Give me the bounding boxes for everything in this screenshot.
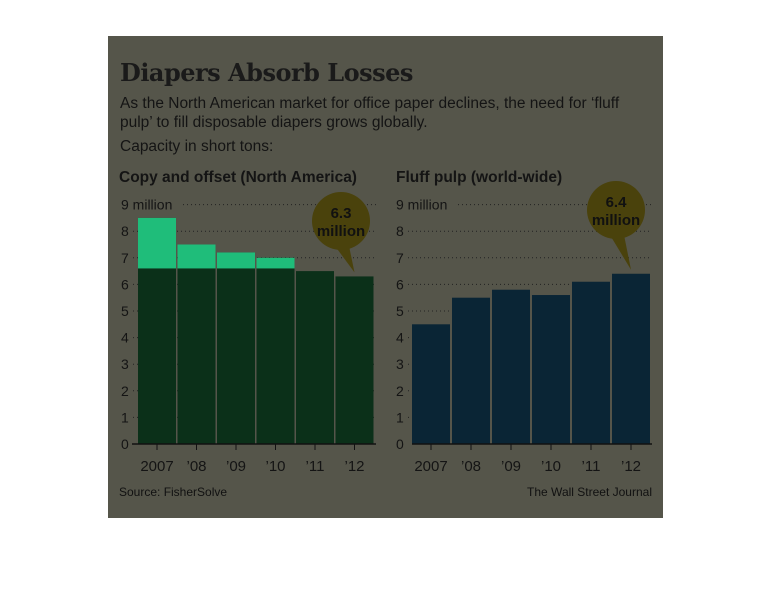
right-x-tick-label: 2007 [414, 458, 447, 475]
left-x-tick-label: ’11 [306, 458, 325, 475]
right-y-tick-label: 6 [396, 276, 404, 292]
source-note: Source: FisherSolve [119, 485, 228, 499]
right-x-tick-label: ’10 [541, 458, 561, 475]
left-callout-unit: million [317, 223, 365, 240]
left-y-tick-label: 8 [121, 223, 129, 239]
right-x-tick-label: ’09 [501, 458, 521, 475]
right-y-tick-label: 1 [396, 409, 404, 425]
right-y-tick-label: 7 [396, 250, 404, 266]
left-y-tick-label: 0 [121, 436, 129, 452]
left-callout-bubble [312, 192, 370, 250]
credit-note: The Wall Street Journal [527, 485, 652, 499]
right-callout-unit: million [592, 212, 640, 229]
left-bar-highlight [177, 244, 216, 269]
left-y-tick-label: 4 [121, 330, 129, 346]
right-bar [412, 324, 450, 444]
right-x-tick-label: ’11 [582, 458, 601, 475]
left-y-tick-label: 3 [121, 356, 129, 372]
right-y-tick-label: 4 [396, 330, 404, 346]
chart-subtitle: As the North American market for office … [120, 95, 620, 131]
right-x-tick-label: ’08 [461, 458, 481, 475]
right-callout-value: 6.4 [606, 194, 628, 211]
left-y-tick-label: 2 [121, 383, 129, 399]
left-callout-value: 6.3 [331, 205, 352, 222]
left-bar-chart: 2007 ’08 ’09 ’10 ’11 ’12 0 1 2 3 4 5 6 7 8 9 million 6.3… [121, 192, 376, 475]
right-y-tick-label: 2 [396, 383, 404, 399]
left-y-tick-label: 7 [121, 250, 129, 266]
right-y-tick-label: 5 [396, 303, 404, 319]
left-bar [177, 244, 216, 444]
left-y-tick-label: 9 million [121, 197, 172, 213]
left-bar [296, 271, 334, 444]
right-y-tick-label: 9 million [396, 197, 447, 213]
right-callout-pointer [610, 235, 631, 270]
right-y-tick-label: 8 [396, 223, 404, 239]
left-bar-highlight [256, 257, 295, 269]
left-chart-title: Copy and offset (North America) [119, 169, 357, 186]
right-y-tick-label: 3 [396, 356, 404, 372]
right-x-tick-label: ’12 [621, 458, 641, 475]
left-x-tick-label: ’10 [265, 458, 285, 475]
left-callout-pointer [335, 246, 355, 273]
right-callout-bubble [587, 181, 645, 239]
left-bar-highlight [138, 217, 176, 269]
right-chart-title: Fluff pulp (world-wide) [396, 169, 563, 186]
left-x-tick-label: 2007 [140, 458, 173, 475]
left-x-tick-label: ’09 [226, 458, 246, 475]
right-y-tick-label: 0 [396, 436, 404, 452]
right-bar [572, 281, 610, 444]
left-y-tick-label: 6 [121, 276, 129, 292]
left-y-tick-label: 5 [121, 303, 129, 319]
capacity-note: Capacity in short tons: [120, 138, 274, 155]
right-bar [452, 297, 490, 444]
left-x-tick-label: ’12 [344, 458, 364, 475]
right-bar [492, 289, 530, 444]
left-bar-highlight [217, 252, 255, 269]
left-y-tick-label: 1 [121, 409, 129, 425]
left-bar [335, 276, 374, 444]
right-bar [532, 295, 570, 444]
left-x-tick-label: ’08 [186, 458, 206, 475]
left-bar [217, 252, 255, 444]
right-bar-chart: 2007 ’08 ’09 ’10 ’11 ’12 0 1 2 3 4 5 6 7 8 9 million 6.4… [396, 181, 652, 475]
chart-title: Diapers Absorb Losses [120, 58, 413, 87]
left-bar [256, 257, 295, 444]
right-bar [612, 273, 650, 444]
